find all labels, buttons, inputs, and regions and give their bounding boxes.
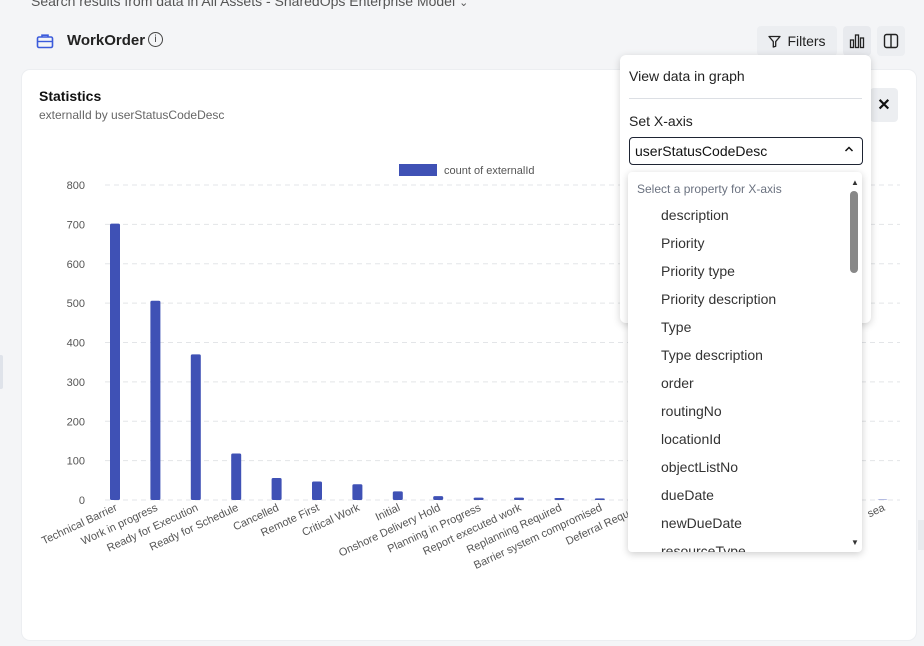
scroll-up-icon[interactable]: ▲ [851,178,859,187]
chevron-up-icon [844,146,854,152]
close-button[interactable]: ✕ [870,88,898,122]
dropdown-option[interactable]: newDueDate [661,515,742,531]
chevron-down-icon[interactable]: ⌄ [459,0,469,9]
y-tick-label: 400 [67,338,85,350]
dropdown-option[interactable]: Type [661,319,692,335]
bar [150,300,161,500]
legend-label: count of externalId [444,165,535,177]
page-title: WorkOrder [67,32,146,49]
chart-view-button[interactable] [843,26,871,56]
dropdown-option[interactable]: Type description [661,347,763,363]
dropdown-option[interactable]: locationId [661,431,721,447]
filters-label: Filters [787,33,826,49]
split-panel-button[interactable] [877,26,905,56]
bar [352,484,363,500]
bar [594,498,605,500]
panel-icon [883,33,899,49]
bar [110,223,120,500]
bar [190,354,201,500]
right-panel-handle[interactable] [918,520,924,550]
dropdown-placeholder: Select a property for X-axis [637,182,782,196]
dropdown-option[interactable]: Priority description [661,291,777,307]
dropdown-option[interactable]: Priority type [661,263,735,279]
legend-swatch [399,164,437,176]
y-tick-label: 100 [67,456,85,468]
dropdown-option[interactable]: resourceType [661,543,746,552]
bar [473,497,484,500]
dropdown-option[interactable]: objectListNo [661,459,739,475]
y-tick-label: 800 [67,180,85,192]
dropdown-option[interactable]: routingNo [661,403,722,419]
y-tick-label: 300 [67,377,85,389]
x-axis-label: Set X-axis [629,113,693,129]
info-icon[interactable]: i [148,32,163,47]
x-tick-label: sea [866,501,888,520]
y-tick-label: 500 [67,298,85,310]
breadcrumb[interactable]: Search results from data in All Assets -… [31,0,468,9]
x-axis-select[interactable]: userStatusCodeDesc [629,137,863,165]
bar [392,491,403,500]
x-axis-options-menu: Select a property for X-axis description… [628,172,862,552]
statistics-subtitle: externalId by userStatusCodeDesc [39,108,225,122]
scrollbar-thumb[interactable] [850,191,858,273]
y-tick-label: 600 [67,259,85,271]
bar [271,477,282,500]
options-list: description Priority Priority type Priority… [628,201,848,552]
bar [514,497,524,500]
dropdown-option[interactable]: Priority [661,235,705,251]
y-tick-label: 0 [79,495,85,507]
bar [312,481,322,500]
scroll-down-icon[interactable]: ▼ [851,538,859,547]
y-tick-label: 200 [67,416,85,428]
bar [554,498,565,500]
popover-title: View data in graph [629,68,745,84]
dropdown-option[interactable]: description [661,207,729,223]
page-header: WorkOrder i Filters [31,26,911,56]
breadcrumb-text: Search results from data in All Assets -… [31,0,456,9]
dropdown-option[interactable]: dueDate [661,487,714,503]
bar-chart-icon [849,34,865,49]
dropdown-option[interactable]: order [661,375,694,391]
statistics-title: Statistics [39,88,102,104]
divider [629,98,862,99]
bar [231,453,242,500]
x-axis-selected-value: userStatusCodeDesc [635,143,768,159]
bar [433,496,444,500]
left-panel-handle[interactable] [0,355,3,389]
filter-icon [768,35,782,48]
scrollbar[interactable]: ▲ ▼ [848,176,860,548]
filters-button[interactable]: Filters [757,26,837,56]
y-tick-label: 700 [67,219,85,231]
briefcase-icon [31,29,59,53]
close-icon: ✕ [877,97,891,114]
